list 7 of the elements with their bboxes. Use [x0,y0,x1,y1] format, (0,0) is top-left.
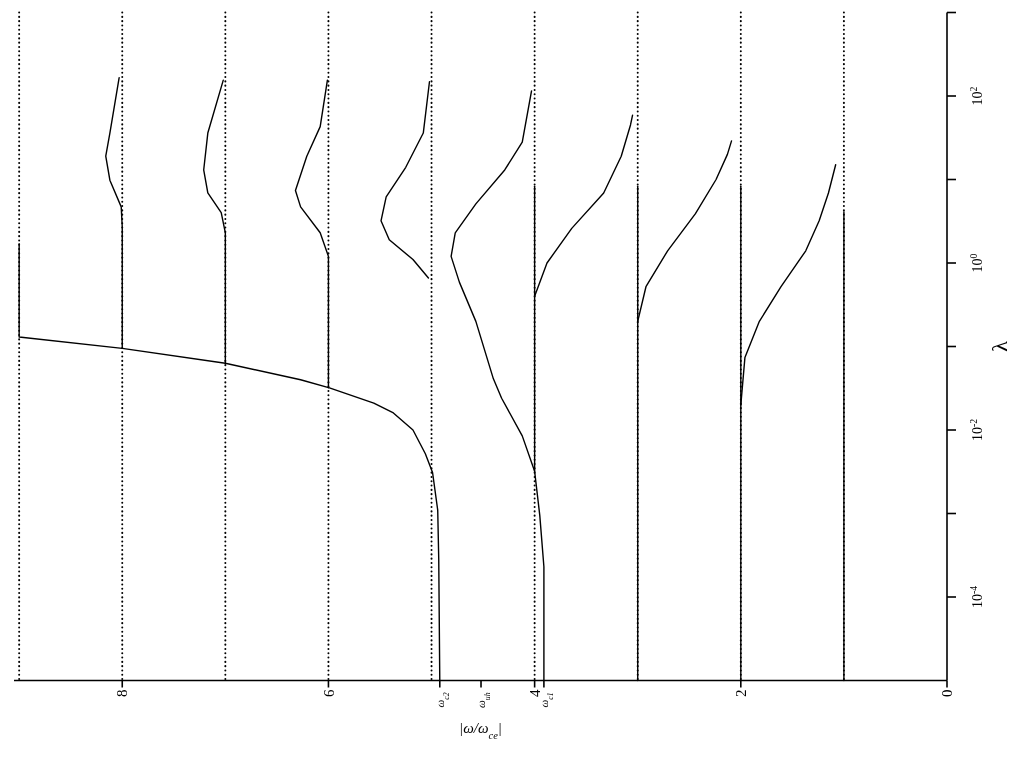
x-tick-label: 2 [733,689,750,697]
y-axis-title: λ [986,340,1012,352]
x-tick-label: 0 [939,689,956,697]
x-tick-label: 4 [526,689,543,697]
x-axis-title: |ω/ω$_{ce}$| [459,719,502,740]
x-tick-label: 6 [320,689,337,697]
x-tick-label: 8 [114,689,131,697]
